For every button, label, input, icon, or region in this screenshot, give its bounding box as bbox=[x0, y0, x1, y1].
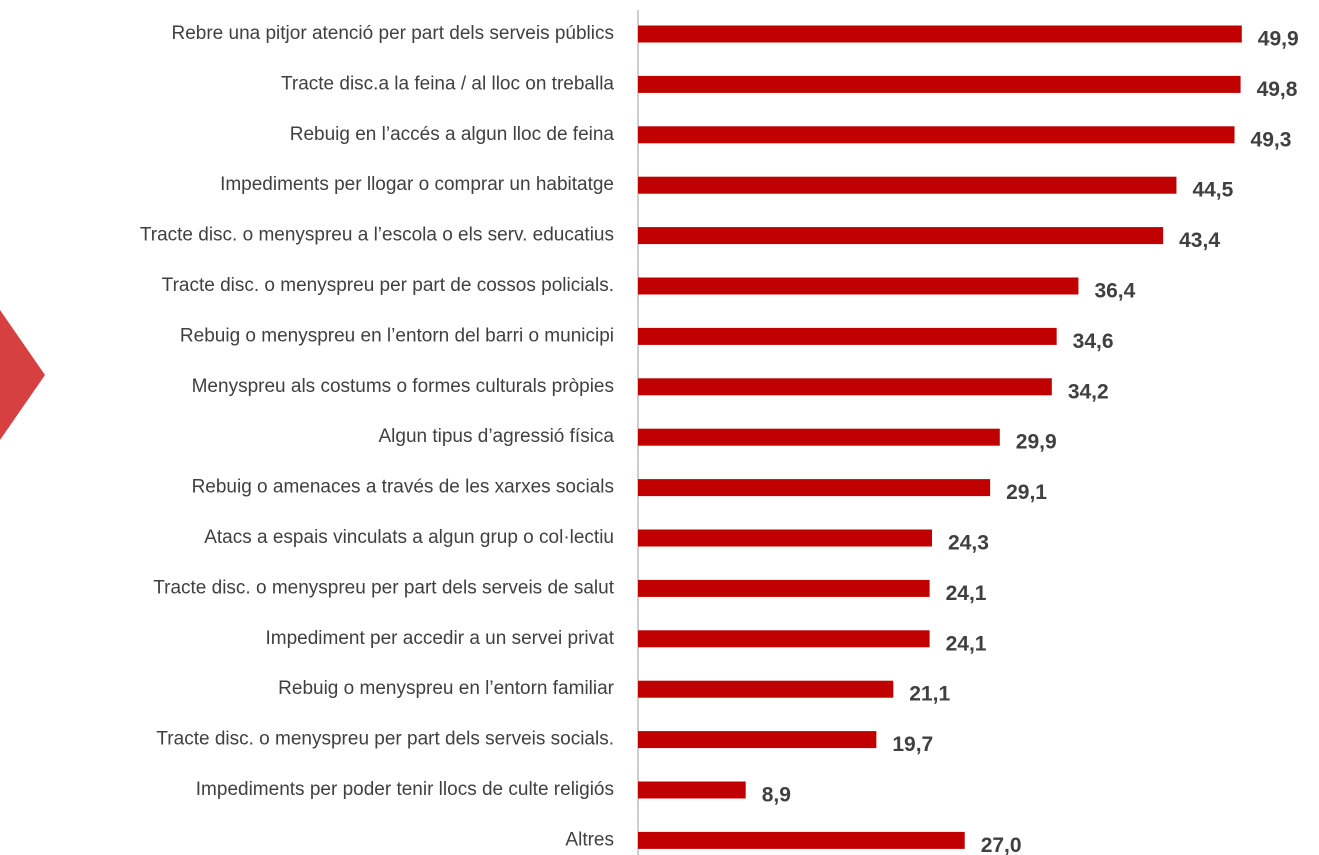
category-label: Impediment per accedir a un servei priva… bbox=[266, 628, 615, 649]
bar bbox=[638, 378, 1052, 396]
category-label: Tracte disc. o menyspreu a l’escola o el… bbox=[140, 225, 614, 246]
data-label: 19,7 bbox=[892, 733, 933, 756]
bar bbox=[638, 227, 1164, 245]
data-label: 24,3 bbox=[948, 532, 989, 555]
category-label: Menyspreu als costums o formes culturals… bbox=[192, 376, 614, 397]
bar bbox=[638, 630, 930, 648]
data-label: 24,1 bbox=[946, 582, 987, 605]
bar bbox=[638, 781, 746, 799]
data-label: 34,2 bbox=[1068, 380, 1109, 403]
category-label: Rebre una pitjor atenció per part dels s… bbox=[171, 23, 614, 44]
bar bbox=[638, 126, 1235, 144]
data-label: 49,8 bbox=[1257, 78, 1298, 101]
data-label: 49,3 bbox=[1251, 128, 1292, 151]
category-label: Tracte disc. o menyspreu per part dels s… bbox=[156, 729, 614, 750]
category-label: Atacs a espais vinculats a algun grup o … bbox=[204, 527, 614, 548]
bar bbox=[638, 680, 894, 698]
bar bbox=[638, 176, 1177, 194]
category-label: Rebuig o menyspreu en l’entorn del barri… bbox=[180, 325, 614, 346]
bar bbox=[638, 831, 965, 849]
data-label: 21,1 bbox=[909, 683, 950, 706]
bar bbox=[638, 731, 877, 749]
bar bbox=[638, 579, 930, 597]
bar bbox=[638, 479, 991, 497]
decor-triangle bbox=[0, 310, 45, 440]
data-label: 44,5 bbox=[1192, 179, 1233, 202]
data-label: 24,1 bbox=[946, 632, 987, 655]
data-label: 34,6 bbox=[1073, 330, 1114, 353]
bar bbox=[638, 529, 933, 547]
bar bbox=[638, 327, 1057, 345]
bar bbox=[638, 277, 1079, 295]
bar bbox=[638, 75, 1241, 93]
data-label: 8,9 bbox=[762, 784, 791, 807]
category-label: Rebuig o menyspreu en l’entorn familiar bbox=[278, 678, 615, 699]
category-label: Impediments per poder tenir llocs de cul… bbox=[196, 779, 614, 800]
data-label: 29,1 bbox=[1006, 481, 1047, 504]
data-label: 49,9 bbox=[1258, 28, 1299, 51]
bar bbox=[638, 428, 1000, 446]
category-label: Algun tipus d’agressió física bbox=[378, 426, 614, 447]
data-label: 36,4 bbox=[1094, 280, 1135, 303]
data-label: 29,9 bbox=[1016, 431, 1057, 454]
category-label: Tracte disc. o menyspreu per part dels s… bbox=[153, 577, 614, 598]
data-label: 43,4 bbox=[1179, 229, 1220, 252]
category-label: Altres bbox=[565, 829, 614, 850]
category-label: Rebuig o amenaces a través de les xarxes… bbox=[192, 477, 614, 498]
category-label: Rebuig en l’accés a algun lloc de feina bbox=[290, 124, 615, 145]
category-label: Tracte disc.a la feina / al lloc on treb… bbox=[281, 73, 614, 94]
bar bbox=[638, 25, 1242, 43]
category-label: Impediments per llogar o comprar un habi… bbox=[220, 174, 614, 195]
category-label: Tracte disc. o menyspreu per part de cos… bbox=[162, 275, 614, 296]
data-label: 27,0 bbox=[981, 834, 1022, 855]
